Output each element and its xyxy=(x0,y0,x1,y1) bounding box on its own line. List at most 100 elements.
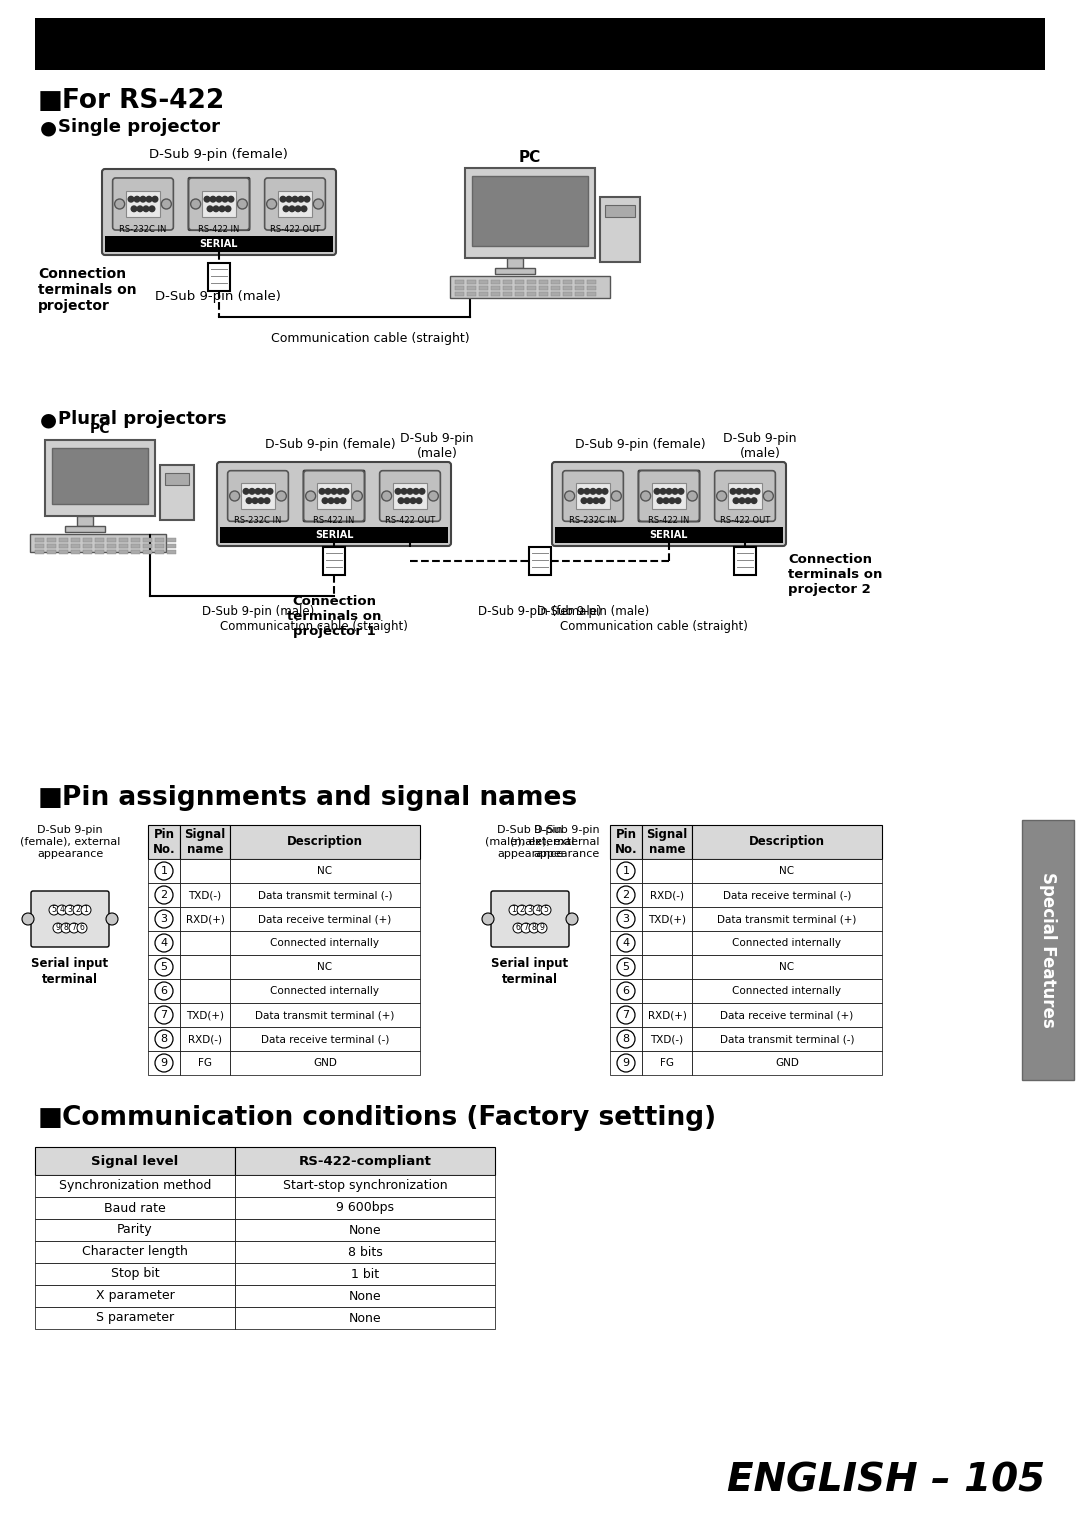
Bar xyxy=(235,1286,495,1307)
Bar xyxy=(563,286,572,290)
FancyBboxPatch shape xyxy=(491,890,569,947)
Bar xyxy=(143,544,152,548)
Circle shape xyxy=(106,913,118,925)
Text: 7: 7 xyxy=(71,924,77,933)
Text: Signal level: Signal level xyxy=(92,1154,178,1168)
Circle shape xyxy=(313,199,323,209)
Circle shape xyxy=(149,206,154,212)
FancyBboxPatch shape xyxy=(303,470,364,521)
Text: FG: FG xyxy=(660,1058,674,1067)
Text: 1: 1 xyxy=(622,866,630,876)
Text: 2: 2 xyxy=(161,890,167,899)
FancyBboxPatch shape xyxy=(217,463,451,547)
Text: 4: 4 xyxy=(59,906,65,915)
Text: 1: 1 xyxy=(83,906,89,915)
Bar xyxy=(527,286,536,290)
Circle shape xyxy=(293,197,298,202)
Text: Plural projectors: Plural projectors xyxy=(58,411,227,428)
Bar xyxy=(143,550,152,554)
Bar xyxy=(202,191,235,217)
Bar xyxy=(35,1219,235,1241)
Bar xyxy=(71,544,80,548)
Text: Parity: Parity xyxy=(118,1223,152,1237)
FancyBboxPatch shape xyxy=(189,179,249,231)
Bar xyxy=(495,269,535,273)
Circle shape xyxy=(267,199,276,209)
Bar xyxy=(83,538,92,542)
Bar xyxy=(610,954,642,979)
Text: For RS-422: For RS-422 xyxy=(62,89,225,115)
Circle shape xyxy=(57,906,67,915)
Bar xyxy=(455,286,464,290)
Circle shape xyxy=(401,489,407,495)
Bar xyxy=(692,1051,882,1075)
Circle shape xyxy=(381,492,392,501)
Circle shape xyxy=(611,492,621,501)
Circle shape xyxy=(599,498,605,504)
Text: X parameter: X parameter xyxy=(96,1289,174,1303)
Bar xyxy=(35,1241,235,1263)
Circle shape xyxy=(590,489,596,495)
Circle shape xyxy=(748,489,754,495)
Circle shape xyxy=(337,489,342,495)
Text: ■: ■ xyxy=(38,89,63,115)
Text: D-Sub 9-pin
(female), external
appearance: D-Sub 9-pin (female), external appearanc… xyxy=(19,825,120,860)
Bar xyxy=(230,1028,420,1051)
FancyBboxPatch shape xyxy=(563,470,623,521)
Bar xyxy=(35,18,1045,70)
Circle shape xyxy=(593,498,598,504)
Text: 3: 3 xyxy=(622,915,630,924)
Bar xyxy=(734,547,756,576)
Text: RS-422 OUT: RS-422 OUT xyxy=(384,516,435,525)
Bar xyxy=(393,483,427,508)
Bar xyxy=(143,538,152,542)
Text: Single projector: Single projector xyxy=(58,118,220,136)
Circle shape xyxy=(276,492,286,501)
Text: Data transmit terminal (-): Data transmit terminal (-) xyxy=(719,1034,854,1044)
Bar xyxy=(642,931,692,954)
Text: 6: 6 xyxy=(622,986,630,996)
Bar xyxy=(148,825,180,860)
Circle shape xyxy=(60,922,71,933)
FancyBboxPatch shape xyxy=(380,470,441,521)
Circle shape xyxy=(764,492,773,501)
Text: Start-stop synchronization: Start-stop synchronization xyxy=(283,1179,447,1193)
Text: ENGLISH – 105: ENGLISH – 105 xyxy=(727,1461,1045,1500)
Bar xyxy=(180,883,230,907)
Bar xyxy=(131,550,140,554)
Text: None: None xyxy=(349,1289,381,1303)
Bar xyxy=(35,1197,235,1219)
Bar xyxy=(728,483,762,508)
Circle shape xyxy=(53,922,63,933)
Text: TXD(-): TXD(-) xyxy=(650,1034,684,1044)
Bar xyxy=(235,1197,495,1219)
Bar xyxy=(126,191,160,217)
Text: 1 bit: 1 bit xyxy=(351,1267,379,1281)
Text: 7: 7 xyxy=(622,1009,630,1020)
Bar xyxy=(610,1003,642,1028)
Circle shape xyxy=(253,498,258,504)
Bar xyxy=(610,883,642,907)
Bar xyxy=(642,907,692,931)
FancyBboxPatch shape xyxy=(638,470,700,521)
Text: D-Sub 9-pin (male): D-Sub 9-pin (male) xyxy=(156,290,281,302)
Text: TXD(+): TXD(+) xyxy=(186,1009,224,1020)
Text: 8: 8 xyxy=(161,1034,167,1044)
Bar xyxy=(107,544,116,548)
Bar xyxy=(156,538,164,542)
Text: S parameter: S parameter xyxy=(96,1312,174,1324)
Bar xyxy=(148,907,180,931)
Circle shape xyxy=(534,906,543,915)
Text: RXD(+): RXD(+) xyxy=(648,1009,687,1020)
Circle shape xyxy=(340,498,346,504)
Text: Synchronization method: Synchronization method xyxy=(58,1179,212,1193)
Bar xyxy=(588,286,596,290)
Text: Character length: Character length xyxy=(82,1246,188,1258)
Bar xyxy=(600,197,640,263)
Bar xyxy=(148,883,180,907)
Bar xyxy=(59,538,68,542)
Circle shape xyxy=(146,197,152,202)
Text: 1: 1 xyxy=(512,906,516,915)
Circle shape xyxy=(255,489,260,495)
Circle shape xyxy=(325,489,330,495)
